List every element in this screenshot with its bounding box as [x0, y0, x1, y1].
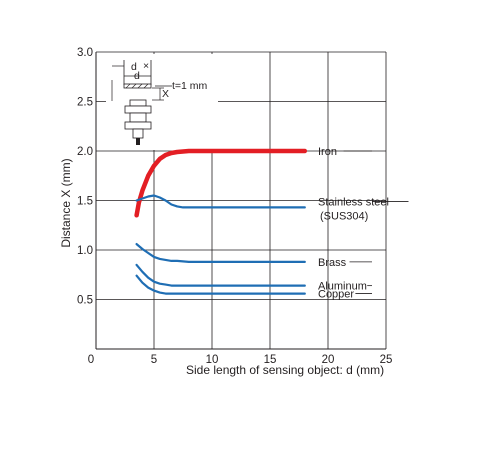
plate-hatch-1: [125, 83, 131, 89]
y-tick-label-2.5: 2.5: [77, 97, 93, 109]
y-tick-label-3.0: 3.0: [77, 47, 93, 59]
sensor-nut-lower: [124, 121, 152, 130]
sensor-cable: [136, 138, 140, 145]
d-dimension-label: d: [131, 61, 137, 73]
series-line-aluminum: [135, 263, 306, 287]
sensor-nut-upper: [124, 105, 152, 114]
cross-mark: ×: [143, 60, 149, 72]
sensor-head: [129, 99, 147, 107]
x-axis-title: Side length of sensing object: d (mm): [186, 363, 384, 377]
plate-hatch-3: [137, 83, 143, 89]
thickness-label: t=1 mm: [172, 80, 208, 92]
sensor-inset-diagram: d d × t=1 mm X: [106, 54, 218, 150]
x-tick-label-10: 10: [206, 354, 219, 366]
series-label-aluminum: Aluminum: [318, 281, 367, 293]
series-label-stainless-steel-sus304: Stainless steel (SUS304): [318, 196, 389, 222]
x-tick-label-15: 15: [264, 354, 277, 366]
plate-hatch-2: [131, 83, 137, 89]
series-label-brass: Brass: [318, 257, 347, 269]
series-labels: Iron Stainless steel (SUS304) Brass Aluminum…: [318, 146, 409, 301]
target-plate: [123, 83, 152, 89]
x-tick-label-20: 20: [322, 354, 335, 366]
series-line-iron: [134, 148, 308, 218]
series-lines: [134, 148, 308, 295]
inset-background: [106, 54, 218, 150]
distance-x-label: X: [162, 88, 169, 100]
x-tick-label-25: 25: [380, 354, 393, 366]
x-tick-label-0: 0: [88, 354, 94, 366]
tick-labels: 0 5 10 15 20 25 0.5 1.0 1.5 2.0 2.5 3.0: [77, 47, 392, 366]
y-tick-label-1.5: 1.5: [77, 196, 93, 208]
sensor-tail: [132, 128, 144, 139]
series-label-copper: Copper: [318, 289, 354, 301]
y-tick-label-2.0: 2.0: [77, 146, 93, 158]
plate-hatch-4: [143, 83, 149, 89]
series-line-copper: [135, 274, 306, 295]
y-tick-label-1.0: 1.0: [77, 245, 93, 257]
y-tick-label-0.5: 0.5: [77, 295, 93, 307]
x-tick-label-5: 5: [151, 354, 157, 366]
axes: [95, 52, 386, 350]
y-axis-title: Distance X (mm): [59, 158, 73, 247]
sensor-barrel: [129, 112, 147, 123]
series-label-iron: Iron: [318, 146, 337, 158]
series-line-stainless-steel-sus304: [135, 194, 306, 209]
d-marker-label: d: [134, 70, 140, 82]
series-line-brass: [135, 243, 306, 263]
